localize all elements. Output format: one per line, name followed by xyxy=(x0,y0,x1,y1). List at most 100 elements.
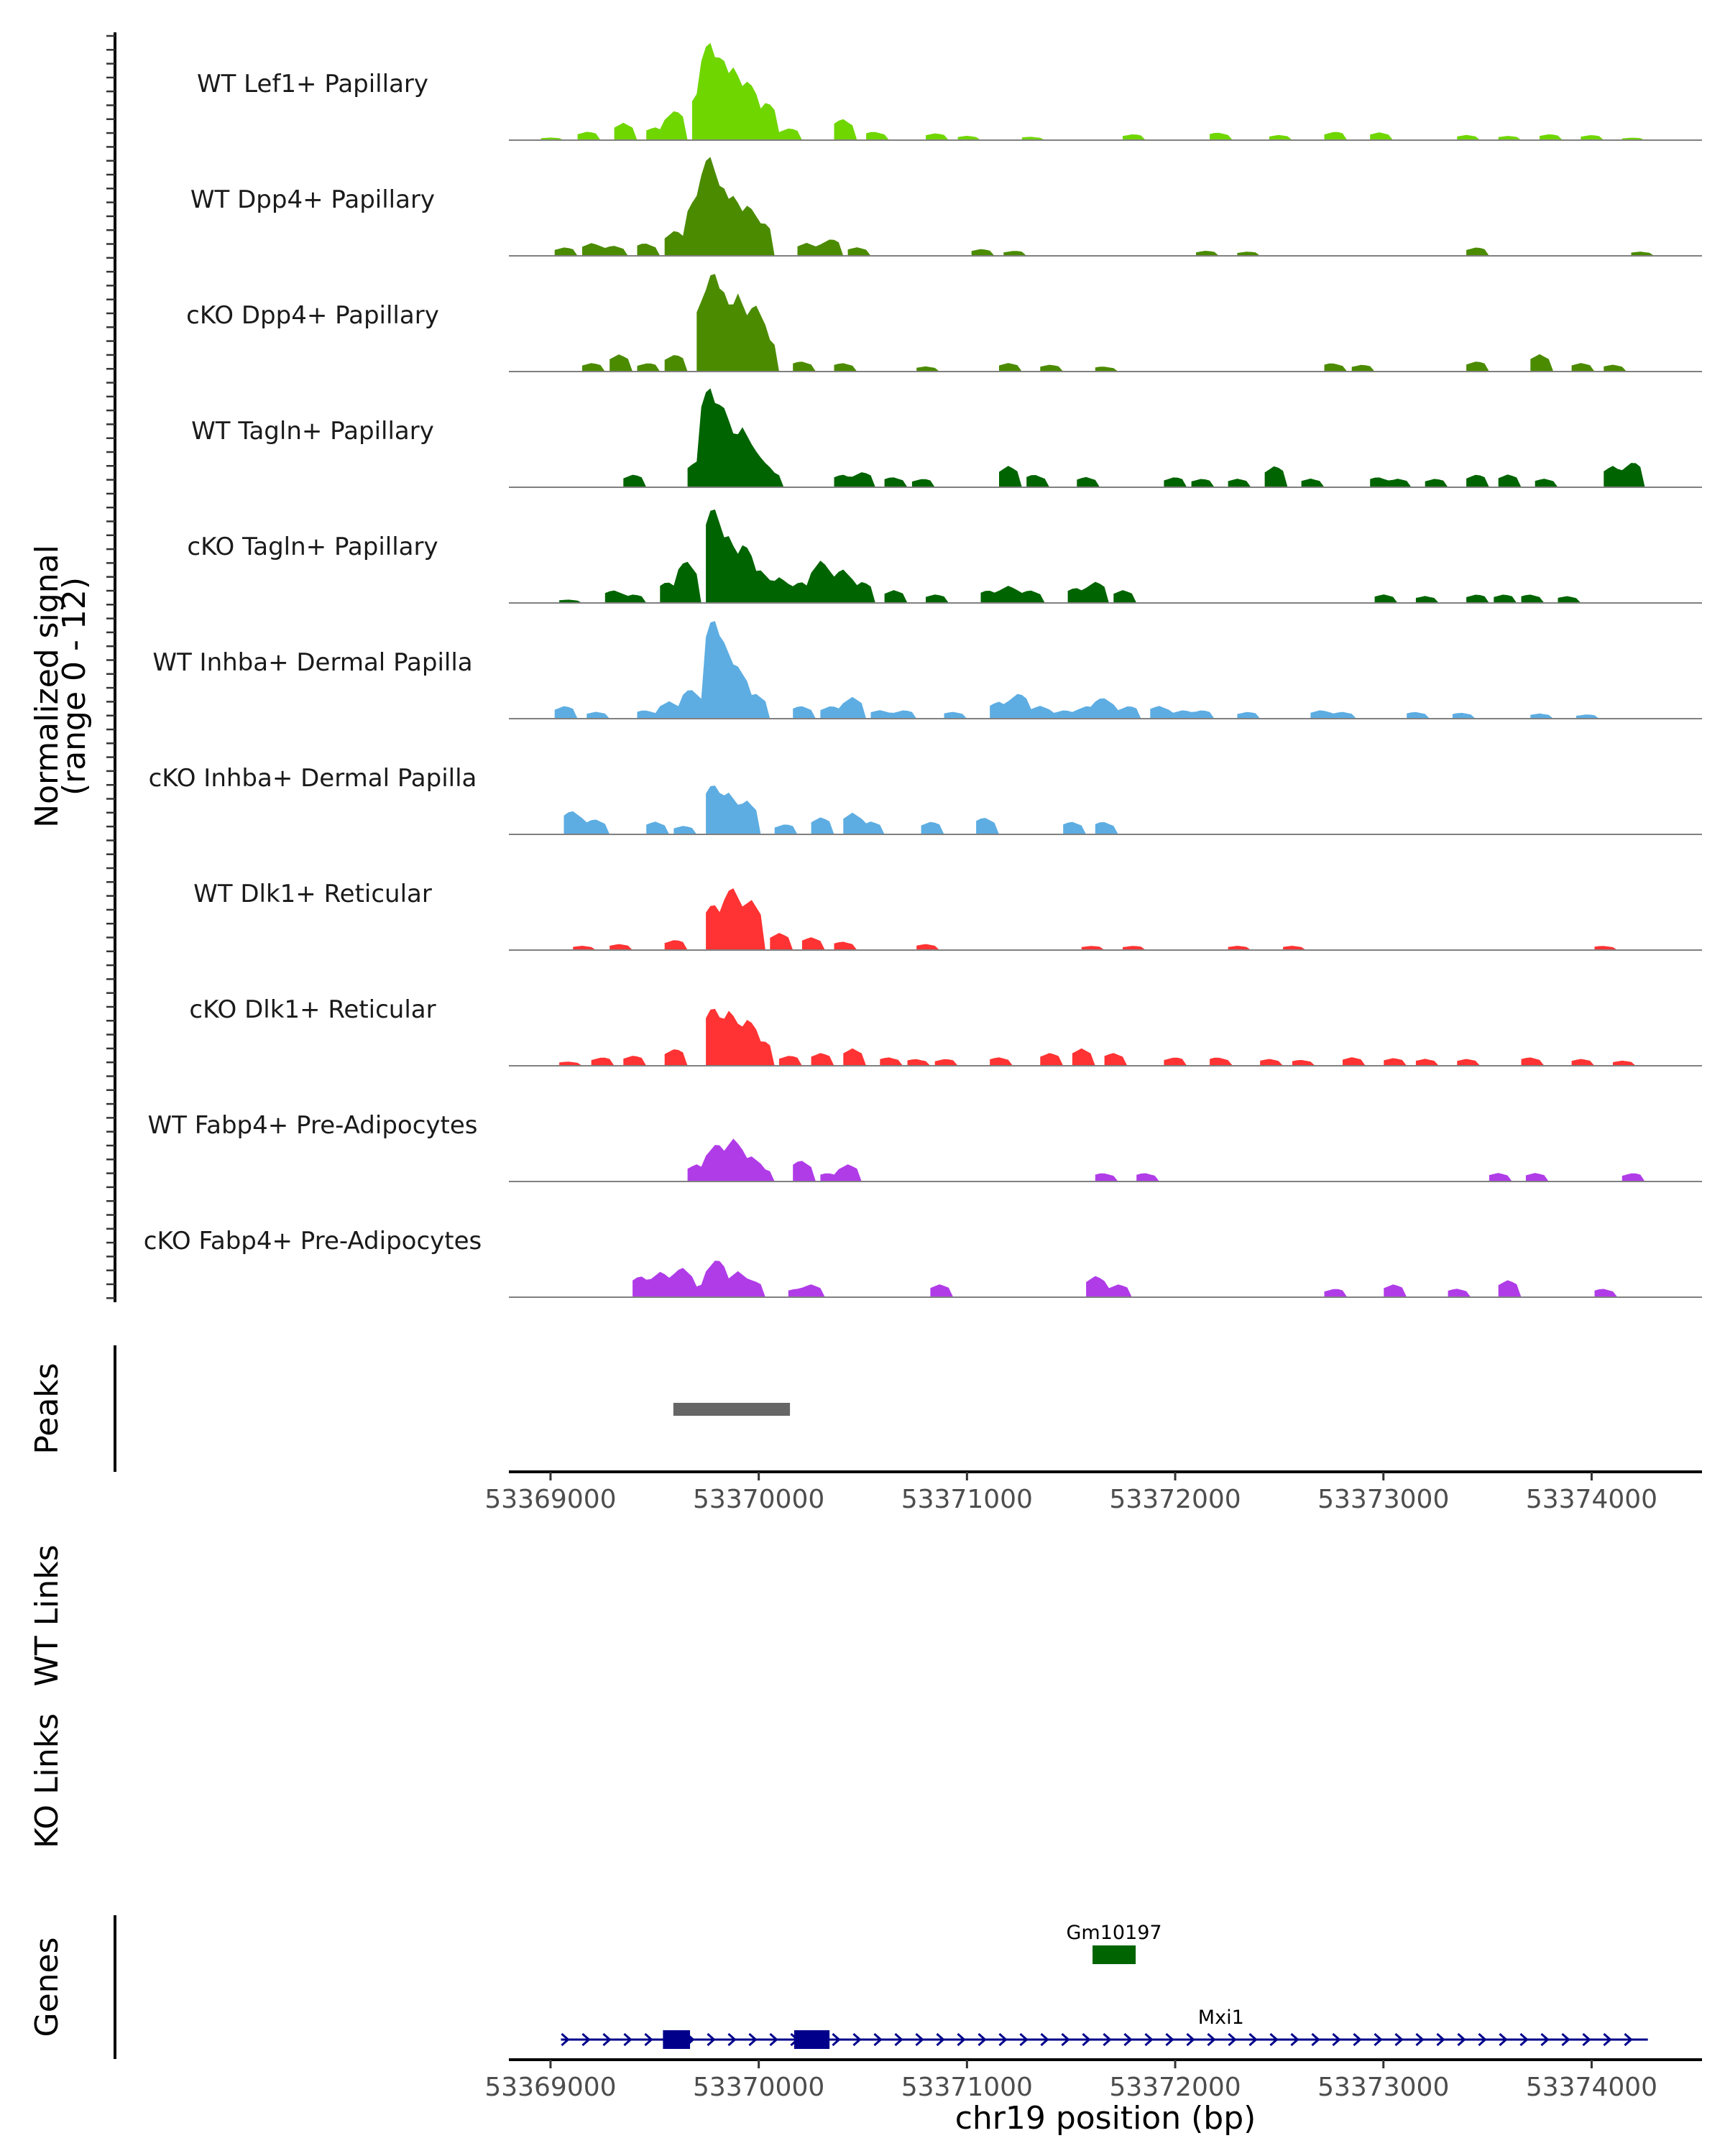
track-2-label: WT Dpp4+ Papillary xyxy=(190,185,435,214)
signal-y-axis xyxy=(106,32,116,1302)
strand-arrow xyxy=(623,2032,632,2047)
track-11-label: cKO Fabp4+ Pre-Adipocytes xyxy=(144,1227,482,1256)
strand-arrow xyxy=(1582,2032,1591,2047)
strand-arrow xyxy=(1019,2032,1029,2047)
strand-arrow xyxy=(748,2032,758,2047)
genes-track-label: Genes xyxy=(29,1937,65,2037)
strand-arrow xyxy=(1123,2032,1133,2047)
strand-arrow xyxy=(998,2032,1008,2047)
strand-arrow xyxy=(1186,2032,1195,2047)
track-2-signal xyxy=(554,157,1655,256)
strand-arrow xyxy=(1624,2032,1633,2047)
strand-arrow xyxy=(1353,2032,1362,2047)
strand-arrow xyxy=(1228,2032,1237,2047)
strand-arrow xyxy=(1374,2032,1383,2047)
strand-arrow xyxy=(1603,2032,1612,2047)
track-5: cKO Tagln+ Papillary xyxy=(187,509,1702,604)
strand-arrow xyxy=(1061,2032,1070,2047)
x-axis-top-tick-label: 53370000 xyxy=(693,1485,824,1514)
track-8-label: WT Dlk1+ Reticular xyxy=(193,880,432,908)
strand-arrow xyxy=(1457,2032,1466,2047)
track-10-signal xyxy=(687,1138,1645,1181)
track-7-label: cKO Inhba+ Dermal Papilla xyxy=(149,764,477,793)
track-4-signal xyxy=(623,388,1645,487)
x-axis-bottom-tick-label: 53369000 xyxy=(484,2073,616,2102)
strand-arrow xyxy=(1394,2032,1404,2047)
x-axis-top-tick-label: 53372000 xyxy=(1109,1485,1241,1514)
strand-arrow xyxy=(832,2032,841,2047)
strand-arrow xyxy=(852,2032,862,2047)
strand-arrow xyxy=(978,2032,987,2047)
gene-Gm10197: Gm10197 xyxy=(1067,1922,1162,1964)
peak-region xyxy=(673,1403,791,1416)
track-11: cKO Fabp4+ Pre-Adipocytes xyxy=(144,1227,1702,1298)
x-axis-bottom-tick-label: 53372000 xyxy=(1109,2073,1241,2102)
ko-links-label: KO Links xyxy=(29,1713,65,1848)
gene-exon xyxy=(1092,1945,1136,1964)
track-6: WT Inhba+ Dermal Papilla xyxy=(152,621,1702,719)
track-10: WT Fabp4+ Pre-Adipocytes xyxy=(148,1111,1702,1182)
track-1: WT Lef1+ Papillary xyxy=(197,42,1702,141)
strand-arrow xyxy=(561,2032,570,2047)
strand-arrow xyxy=(1499,2032,1508,2047)
strand-arrow xyxy=(936,2032,945,2047)
strand-arrow xyxy=(1165,2032,1174,2047)
track-8: WT Dlk1+ Reticular xyxy=(193,880,1702,951)
signal-axis-title: Normalized signal (range 0 - 12) xyxy=(29,545,93,828)
track-9-label: cKO Dlk1+ Reticular xyxy=(189,995,436,1024)
gene-Mxi1: Mxi1 xyxy=(561,2007,1648,2049)
track-9-signal xyxy=(559,1008,1636,1066)
x-axis-title: chr19 position (bp) xyxy=(955,2100,1256,2137)
gene-name: Mxi1 xyxy=(1198,2007,1244,2029)
strand-arrow xyxy=(1103,2032,1112,2047)
gene-exon xyxy=(794,2030,830,2049)
strand-arrow xyxy=(1519,2032,1529,2047)
track-7-signal xyxy=(564,786,1118,834)
strand-arrow xyxy=(1248,2032,1258,2047)
peaks-track-label: Peaks xyxy=(29,1363,65,1454)
track-1-signal xyxy=(540,42,1645,141)
gene-exon xyxy=(663,2030,691,2049)
track-4-label: WT Tagln+ Papillary xyxy=(191,417,434,446)
track-9: cKO Dlk1+ Reticular xyxy=(189,995,1702,1067)
strand-arrow xyxy=(1415,2032,1425,2047)
strand-arrow xyxy=(644,2032,653,2047)
x-axis-bottom: 53369000 53370000 53371000 53372000 53373000… xyxy=(484,2058,1702,2102)
x-axis-bottom-tick-label: 53374000 xyxy=(1526,2073,1657,2102)
strand-arrow xyxy=(915,2032,924,2047)
track-4: WT Tagln+ Papillary xyxy=(191,388,1702,488)
track-11-signal xyxy=(632,1261,1618,1297)
links-tracks: WT Links KO Links xyxy=(29,1544,65,1848)
track-10-label: WT Fabp4+ Pre-Adipocytes xyxy=(148,1111,478,1140)
strand-arrow xyxy=(957,2032,966,2047)
strand-arrow xyxy=(1540,2032,1550,2047)
peaks-track: Peaks xyxy=(29,1345,791,1472)
strand-arrow xyxy=(1332,2032,1341,2047)
track-5-signal xyxy=(559,509,1581,603)
strand-arrow xyxy=(894,2032,903,2047)
track-7: cKO Inhba+ Dermal Papilla xyxy=(149,764,1702,835)
track-1-label: WT Lef1+ Papillary xyxy=(197,70,428,98)
strand-arrow xyxy=(873,2032,883,2047)
track-6-label: WT Inhba+ Dermal Papilla xyxy=(152,648,472,677)
strand-arrow xyxy=(1207,2032,1216,2047)
genes-track: Genes Gm10197 Mxi1 xyxy=(29,1915,1648,2059)
x-axis-bottom-tick-label: 53370000 xyxy=(693,2073,824,2102)
track-3-label: cKO Dpp4+ Papillary xyxy=(186,301,439,330)
track-8-signal xyxy=(573,888,1618,950)
strand-arrow xyxy=(707,2032,716,2047)
x-axis-top-tick-label: 53369000 xyxy=(484,1485,616,1514)
wt-links-label: WT Links xyxy=(29,1544,65,1686)
signal-axis-range: (range 0 - 12) xyxy=(56,577,93,796)
strand-arrow xyxy=(1269,2032,1279,2047)
strand-arrow xyxy=(1144,2032,1154,2047)
x-axis-top-tick-label: 53374000 xyxy=(1526,1485,1657,1514)
x-axis-top-tick-label: 53373000 xyxy=(1317,1485,1449,1514)
coverage-tracks: WT Lef1+ Papillary WT Dpp4+ Papillary cKO … xyxy=(144,42,1702,1298)
signal-axis-label: Normalized signal xyxy=(29,545,65,828)
strand-arrow xyxy=(727,2032,737,2047)
strand-arrow xyxy=(1561,2032,1570,2047)
x-axis-bottom-tick-label: 53373000 xyxy=(1317,2073,1449,2102)
gene-name: Gm10197 xyxy=(1067,1922,1162,1944)
